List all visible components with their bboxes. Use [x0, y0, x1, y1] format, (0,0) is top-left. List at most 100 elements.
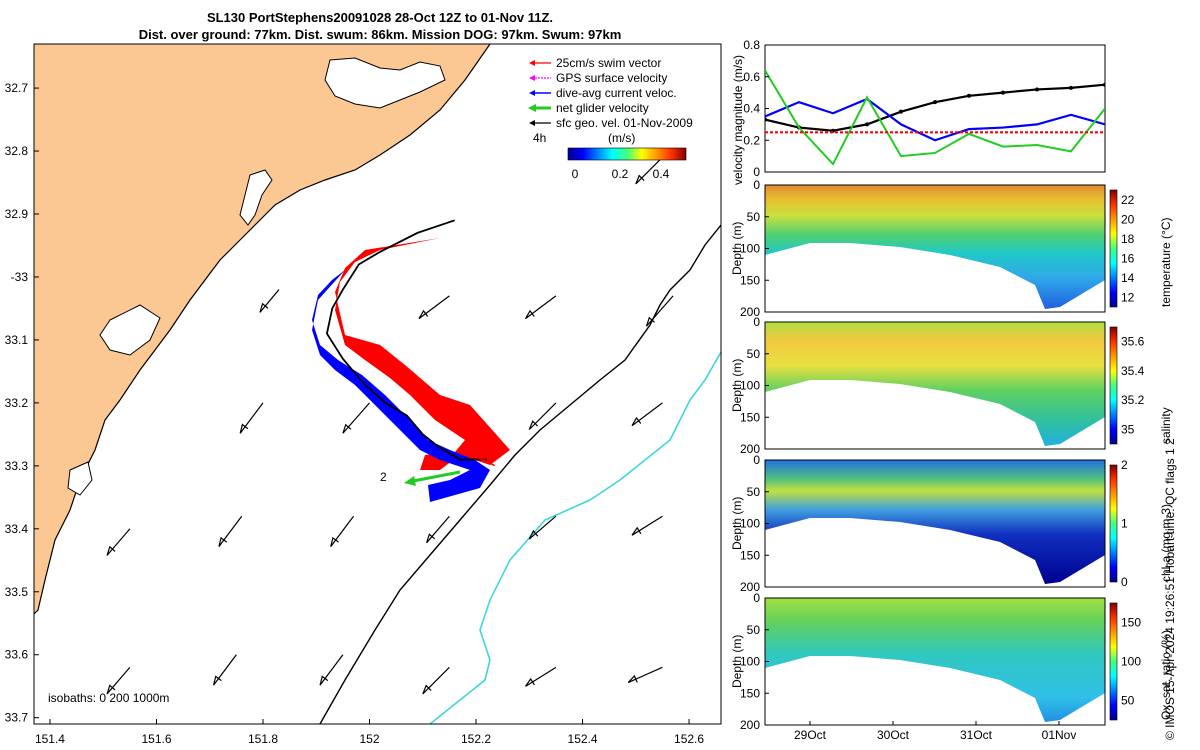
geo-velocity-arrowhead — [645, 316, 655, 327]
velocity-point — [765, 117, 767, 122]
section-ytick-label: 200 — [740, 718, 760, 732]
geo-velocity-arrowhead — [418, 309, 429, 319]
geo-velocity-vector — [525, 295, 557, 320]
geo-velocity-vectors — [106, 156, 674, 695]
geo-velocity-arrowhead — [525, 677, 535, 687]
coastline — [34, 44, 491, 615]
section-xtick-label: 30Oct — [877, 728, 910, 742]
geo-velocity-vector — [319, 654, 344, 686]
section-ylabel: Depth (m) — [730, 497, 744, 550]
geo-velocity-arrowhead — [218, 536, 228, 547]
section-ytick-label: 200 — [740, 580, 760, 594]
legend-net-arrowhead — [528, 104, 536, 112]
velocity-ytick-label: 0 — [753, 165, 760, 179]
legend-sfc-arrowhead — [529, 120, 535, 126]
section-ylabel: Depth (m) — [730, 635, 744, 688]
geo-velocity-arrowhead — [631, 526, 642, 536]
isobaths-label: isobaths: 0 200 1000m — [48, 691, 169, 705]
legend-swim-arrowhead — [529, 60, 535, 66]
section-xtick-label: 31Oct — [960, 728, 993, 742]
geo-velocity-vector — [528, 515, 557, 540]
map-ytick-label: 33.1 — [5, 333, 29, 347]
geo-velocity-arrowhead — [259, 302, 269, 313]
geo-velocity-arrowhead — [528, 529, 539, 540]
map-panel: 2 isobaths: 0 200 1000m 151.4 151.6 151.8 1… — [5, 43, 722, 746]
section-ytick-label: 100 — [740, 242, 760, 256]
colorbar-tick: 0.4 — [653, 167, 670, 181]
section-ytick-label: 0 — [753, 453, 760, 467]
legend-dive-avg: dive-avg current veloc. — [556, 86, 677, 100]
geo-velocity-vector — [631, 402, 663, 427]
velocity-ytick-label: 0.8 — [743, 38, 760, 52]
section-ytick-label: 0 — [753, 591, 760, 605]
legend-swim-vector: 25cm/s swim vector — [556, 56, 661, 70]
geo-velocity-arrowhead — [106, 684, 116, 695]
map-xtick-label: 152.4 — [568, 732, 598, 746]
geo-velocity-vector — [218, 515, 243, 547]
colorbar-tick: 0.2 — [612, 167, 629, 181]
velocity-series-line — [765, 69, 1105, 166]
section-field — [765, 460, 1105, 584]
section-colorbar-tick: 35.6 — [1121, 335, 1145, 349]
section-colorbar-tick: 0 — [1121, 575, 1128, 589]
map-xtick-label: 151.6 — [141, 732, 171, 746]
legend-sfc-geo: sfc geo. vel. 01-Nov-2009 — [556, 116, 693, 130]
velocity-point — [899, 109, 903, 114]
velocity-panel: 0 0.2 0.4 0.6 0.8 velocity magnitude (m/s) — [731, 38, 1106, 185]
section-ylabel: Depth (m) — [730, 359, 744, 412]
velocity-series — [765, 69, 1105, 166]
velocity-point — [1069, 85, 1073, 90]
section-colorbar — [1109, 464, 1118, 583]
section-colorbar-label: temperature (°C) — [1159, 218, 1173, 308]
geo-velocity-vector — [418, 295, 450, 320]
map-ytick-label: 33.7 — [5, 711, 29, 725]
section-colorbar-tick: 50 — [1121, 694, 1135, 708]
geo-velocity-vector — [635, 156, 663, 185]
map-axes: 151.4 151.6 151.8 152 152.2 152.4 152.6 32.7 32.… — [5, 81, 705, 746]
geo-velocity-arrowhead — [426, 533, 436, 544]
section-colorbar-tick: 12 — [1121, 290, 1135, 304]
isobath-200m — [319, 224, 721, 724]
legend-net-glider: net glider velocity — [556, 101, 649, 115]
section-colorbar-tick: 16 — [1121, 251, 1135, 265]
figure-title-line1: SL130 PortStephens20091028 28-Oct 12Z to… — [206, 10, 554, 25]
section-colorbar — [1109, 326, 1118, 445]
legend-gps-velocity: GPS surface velocity — [556, 71, 667, 85]
geo-velocity-vector — [426, 515, 450, 544]
velocity-point — [865, 122, 869, 127]
estuary-lake — [239, 169, 273, 226]
geo-velocity-vector — [422, 666, 450, 695]
section-field — [765, 598, 1105, 722]
geo-velocity-arrowhead — [422, 684, 432, 695]
section-colorbar — [1109, 189, 1118, 308]
section-ytick-label: 150 — [740, 273, 760, 287]
section-colorbar-tick: 100 — [1121, 655, 1141, 669]
section-ytick-label: 50 — [747, 623, 761, 637]
velocity-axes: 0 0.2 0.4 0.6 0.8 — [743, 38, 769, 179]
geo-velocity-vector — [342, 402, 370, 434]
geo-velocity-arrowhead — [212, 675, 222, 686]
section-ytick-label: 150 — [740, 686, 760, 700]
section-ytick-label: 200 — [740, 305, 760, 319]
geo-velocity-arrowhead — [239, 423, 249, 434]
section-field — [765, 185, 1105, 309]
geo-velocity-vector — [259, 289, 280, 313]
section-ytick-label: 0 — [753, 178, 760, 192]
velocity-ytick-label: 0.6 — [743, 70, 760, 84]
glider-track — [325, 219, 496, 467]
velocity-ytick-label: 0.4 — [743, 102, 760, 116]
map-xtick-label: 152.6 — [674, 732, 704, 746]
velocity-ytick-label: 0.2 — [743, 133, 760, 147]
estuary-lake — [99, 304, 161, 356]
section-ytick-label: 100 — [740, 517, 760, 531]
map-xtick-label: 151.4 — [35, 732, 65, 746]
estuary-lake — [67, 461, 93, 496]
section-ytick-label: 150 — [740, 410, 760, 424]
section-ytick-label: 50 — [747, 485, 761, 499]
map-frame — [33, 43, 722, 725]
map-xtick-label: 151.8 — [248, 732, 278, 746]
credit-line: © IMOS 15-Apr-2024 19:26:51 Hobart time.… — [1163, 438, 1177, 740]
geo-velocity-vector — [646, 295, 674, 327]
